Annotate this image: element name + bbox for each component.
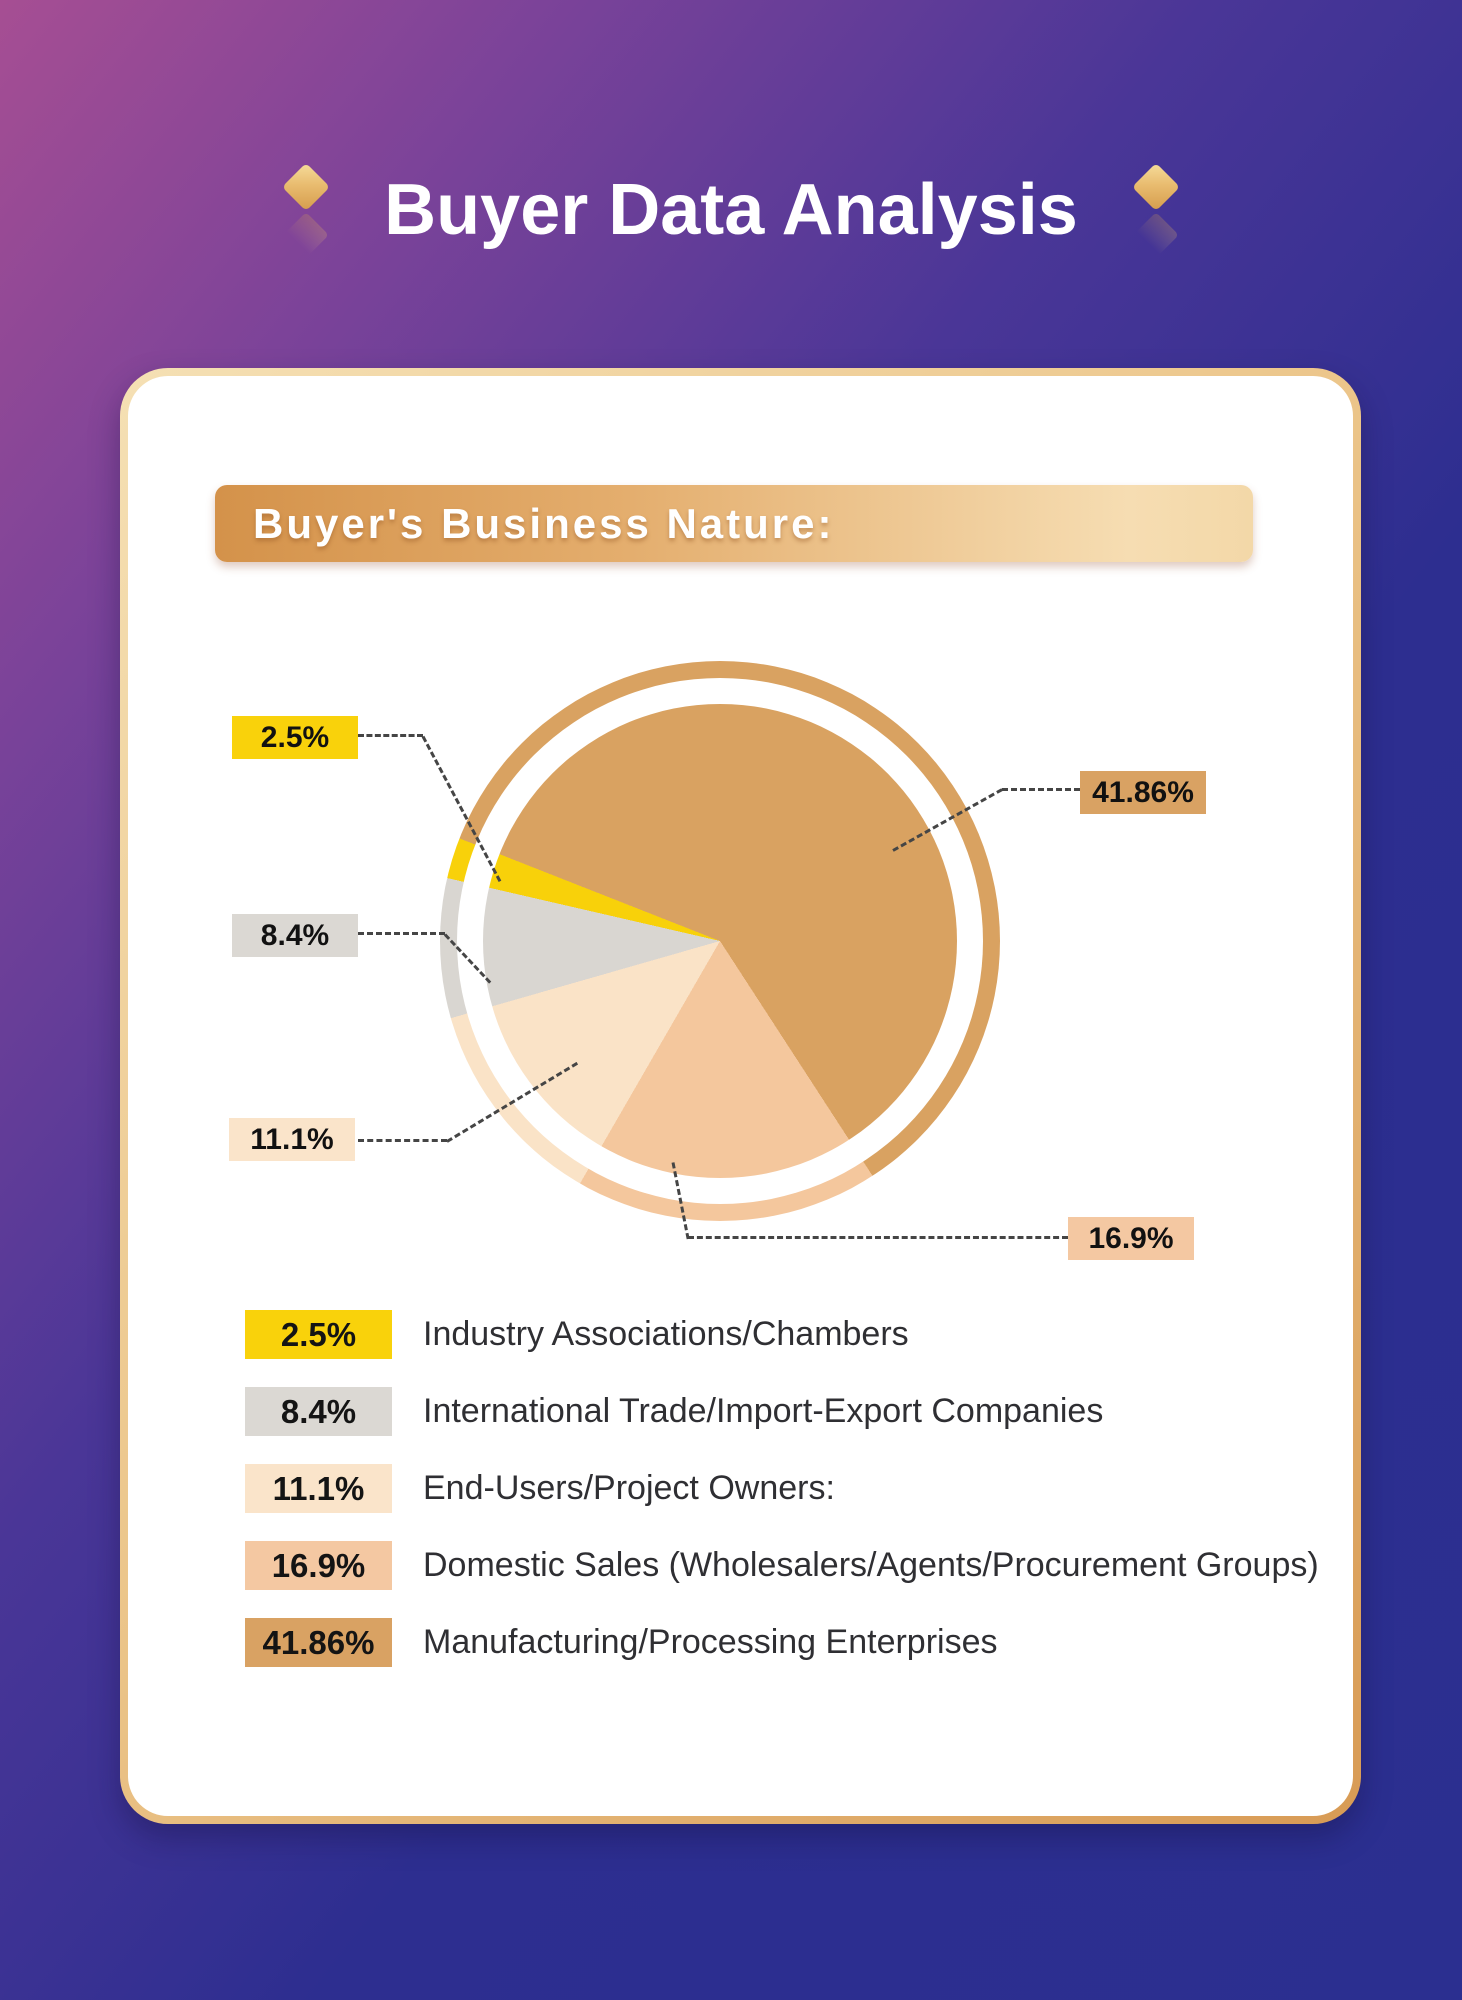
legend-badge: 8.4%	[245, 1387, 392, 1436]
legend-label: Industry Associations/Chambers	[423, 1315, 909, 1353]
chart-legend: 2.5% Industry Associations/Chambers 8.4%…	[245, 1310, 1319, 1695]
pie-disc	[483, 704, 957, 1178]
legend-badge: 41.86%	[245, 1618, 392, 1667]
diamond-icon	[282, 162, 331, 212]
legend-badge: 16.9%	[245, 1541, 392, 1590]
section-banner-title: Buyer's Business Nature:	[253, 500, 835, 547]
callout-label-11-1: 11.1%	[229, 1118, 355, 1161]
callout-label-16-9: 16.9%	[1068, 1217, 1194, 1260]
legend-label: Manufacturing/Processing Enterprises	[423, 1623, 998, 1661]
callout-label-8-4: 8.4%	[232, 914, 358, 957]
legend-label: Domestic Sales (Wholesalers/Agents/Procu…	[423, 1546, 1319, 1584]
connector-11-1	[358, 1139, 447, 1142]
section-banner: Buyer's Business Nature:	[215, 485, 1253, 562]
legend-badge: 2.5%	[245, 1310, 392, 1359]
connector-41-86	[1002, 788, 1080, 791]
legend-row: 11.1% End-Users/Project Owners:	[245, 1464, 1319, 1513]
diamond-icon	[1131, 162, 1180, 212]
page-header: Buyer Data Analysis	[0, 150, 1462, 270]
legend-row: 2.5% Industry Associations/Chambers	[245, 1310, 1319, 1359]
connector-8-4	[358, 932, 445, 935]
legend-row: 41.86% Manufacturing/Processing Enterpri…	[245, 1618, 1319, 1667]
legend-row: 8.4% International Trade/Import-Export C…	[245, 1387, 1319, 1436]
legend-row: 16.9% Domestic Sales (Wholesalers/Agents…	[245, 1541, 1319, 1590]
callout-label-41-86: 41.86%	[1080, 771, 1206, 814]
legend-badge: 11.1%	[245, 1464, 392, 1513]
diamond-icon-left	[282, 162, 331, 259]
connector-2-5	[358, 734, 423, 737]
callout-label-2-5: 2.5%	[232, 716, 358, 759]
diamond-reflection	[1132, 211, 1179, 259]
legend-label: International Trade/Import-Export Compan…	[423, 1392, 1104, 1430]
legend-label: End-Users/Project Owners:	[423, 1469, 835, 1507]
page-title: Buyer Data Analysis	[384, 170, 1078, 250]
connector-16-9	[688, 1236, 1068, 1239]
diamond-icon-right	[1131, 162, 1180, 259]
diamond-reflection	[283, 211, 330, 259]
